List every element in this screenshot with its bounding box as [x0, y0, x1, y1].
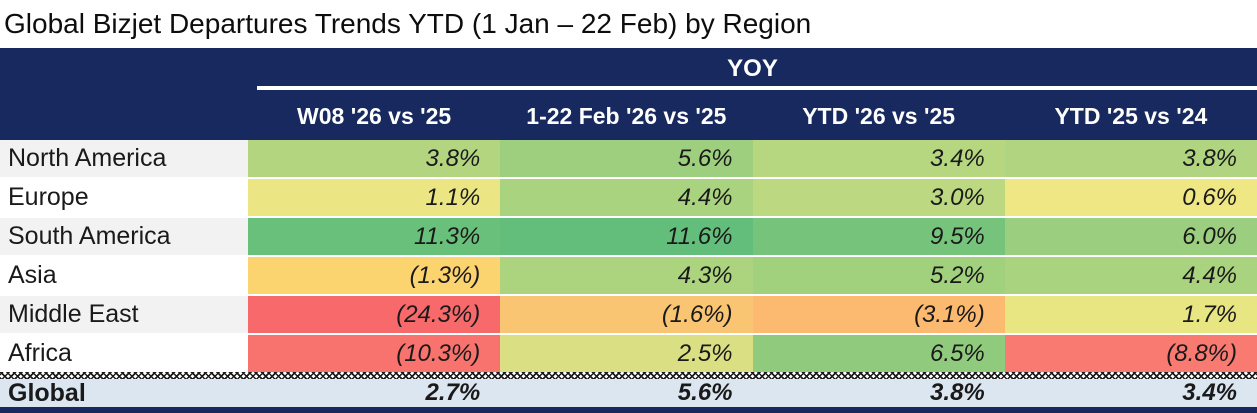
group-header-yoy: YOY — [727, 55, 778, 82]
value-cell: 3.0% — [752, 179, 1005, 216]
value-cell: 2.5% — [500, 335, 753, 372]
table-row: Europe 1.1% 4.4% 3.0% 0.6% — [0, 179, 1257, 216]
table-body: North America 3.8% 5.6% 3.4% 3.8% Europe 1.1% 4… — [0, 140, 1257, 372]
total-value-cell: 2.7% — [425, 379, 481, 406]
value-cell: 3.8% — [1004, 140, 1257, 177]
column-header-feb: 1-22 Feb '26 vs '25 — [526, 102, 727, 129]
table-row: Africa (10.3%) 2.5% 6.5% (8.8%) — [0, 335, 1257, 372]
table-row: Middle East (24.3%) (1.6%) (3.1%) 1.7% — [0, 296, 1257, 333]
column-header-w08: W08 '26 vs '25 — [297, 102, 452, 129]
value-cell: (1.3%) — [248, 257, 501, 294]
value-cell: (24.3%) — [248, 296, 501, 333]
value-cell: (3.1%) — [752, 296, 1005, 333]
value-cell: 3.8% — [248, 140, 501, 177]
zigzag-divider — [0, 372, 1257, 379]
value-cell: (1.6%) — [500, 296, 753, 333]
region-label: North America — [0, 140, 248, 177]
value-cell: 5.6% — [500, 140, 753, 177]
table-row: North America 3.8% 5.6% 3.4% 3.8% — [0, 140, 1257, 177]
value-cell: 5.2% — [752, 257, 1005, 294]
page-title: Global Bizjet Departures Trends YTD (1 J… — [4, 8, 812, 39]
value-cell: 6.0% — [1004, 218, 1257, 255]
region-label: Europe — [0, 179, 248, 216]
value-cell: 4.3% — [500, 257, 753, 294]
column-header-ytd-25: YTD '25 vs '24 — [1054, 102, 1208, 129]
value-cell: 4.4% — [500, 179, 753, 216]
region-label: Middle East — [0, 296, 248, 333]
column-headers-row: W08 '26 vs '25 1-22 Feb '26 vs '25 YTD '… — [0, 92, 1257, 140]
yoy-underline — [257, 86, 1257, 90]
value-cell: 11.3% — [248, 218, 501, 255]
total-value-cell: 3.4% — [1182, 379, 1237, 406]
region-label: South America — [0, 218, 248, 255]
value-cell: 4.4% — [1004, 257, 1257, 294]
total-value-cell: 5.6% — [677, 379, 733, 406]
value-cell: 9.5% — [752, 218, 1005, 255]
column-header-ytd-26: YTD '26 vs '25 — [802, 102, 956, 129]
value-cell: 6.5% — [752, 335, 1005, 372]
region-label: Africa — [0, 335, 248, 372]
value-cell: 1.1% — [248, 179, 501, 216]
value-cell: (8.8%) — [1004, 335, 1257, 372]
value-cell: (10.3%) — [248, 335, 501, 372]
table-row: South America 11.3% 11.6% 9.5% 6.0% — [0, 218, 1257, 255]
value-cell: 1.7% — [1004, 296, 1257, 333]
region-label: Asia — [0, 257, 248, 294]
value-cell: 11.6% — [500, 218, 753, 255]
total-row: Global 2.7% 5.6% 3.8% 3.4% — [0, 379, 1257, 407]
table-header: YOY W08 '26 vs '25 1-22 Feb '26 vs '25 Y… — [0, 48, 1257, 140]
table-row: Asia (1.3%) 4.3% 5.2% 4.4% — [0, 257, 1257, 294]
total-value-cell: 3.8% — [930, 379, 985, 406]
value-cell: 0.6% — [1004, 179, 1257, 216]
bottom-bar — [0, 407, 1257, 413]
total-row-label: Global — [8, 379, 86, 407]
value-cell: 3.4% — [752, 140, 1005, 177]
